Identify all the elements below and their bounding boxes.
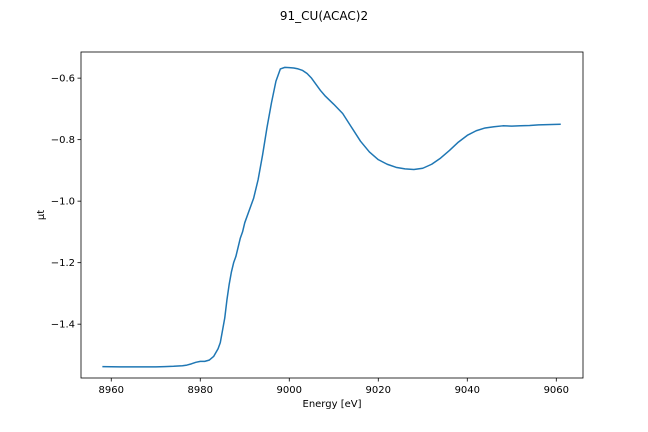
series-line-0	[102, 66, 561, 368]
y-tick-label: −0.8	[51, 135, 75, 146]
x-tick-label: 8960	[99, 385, 124, 396]
series-layer	[102, 66, 561, 368]
y-axis-label: μt	[36, 210, 47, 220]
x-axis-label: Energy [eV]	[303, 399, 362, 410]
x-tick-label: 9020	[366, 385, 391, 396]
x-tick-label: 9000	[277, 385, 302, 396]
x-tick-label: 9060	[544, 385, 569, 396]
x-tick-label: 8980	[188, 385, 213, 396]
y-tick-label: −1.4	[51, 320, 75, 331]
x-tick-label: 9040	[455, 385, 480, 396]
y-tick-label: −1.0	[51, 197, 75, 208]
y-tick-label: −1.2	[51, 258, 75, 269]
x-axis-ticks: 8960 8980 9000 9020 9040 9060	[99, 378, 569, 396]
plot-frame	[80, 51, 584, 379]
plot-area	[81, 52, 583, 378]
y-axis-ticks: −1.4 −1.2 −1.0 −0.8 −0.6	[51, 74, 81, 331]
y-tick-label: −0.6	[51, 74, 75, 85]
chart-title: 91_CU(ACAC)2	[280, 9, 368, 23]
